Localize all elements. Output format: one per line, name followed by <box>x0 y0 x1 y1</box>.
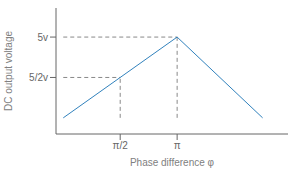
svg-text:Phase difference φ: Phase difference φ <box>130 157 215 168</box>
svg-text:π: π <box>174 140 181 151</box>
svg-text:DC output voltage: DC output voltage <box>3 31 14 111</box>
svg-text:π/2: π/2 <box>113 140 129 151</box>
svg-text:5v: 5v <box>37 32 48 43</box>
svg-text:5/2v: 5/2v <box>29 72 48 83</box>
